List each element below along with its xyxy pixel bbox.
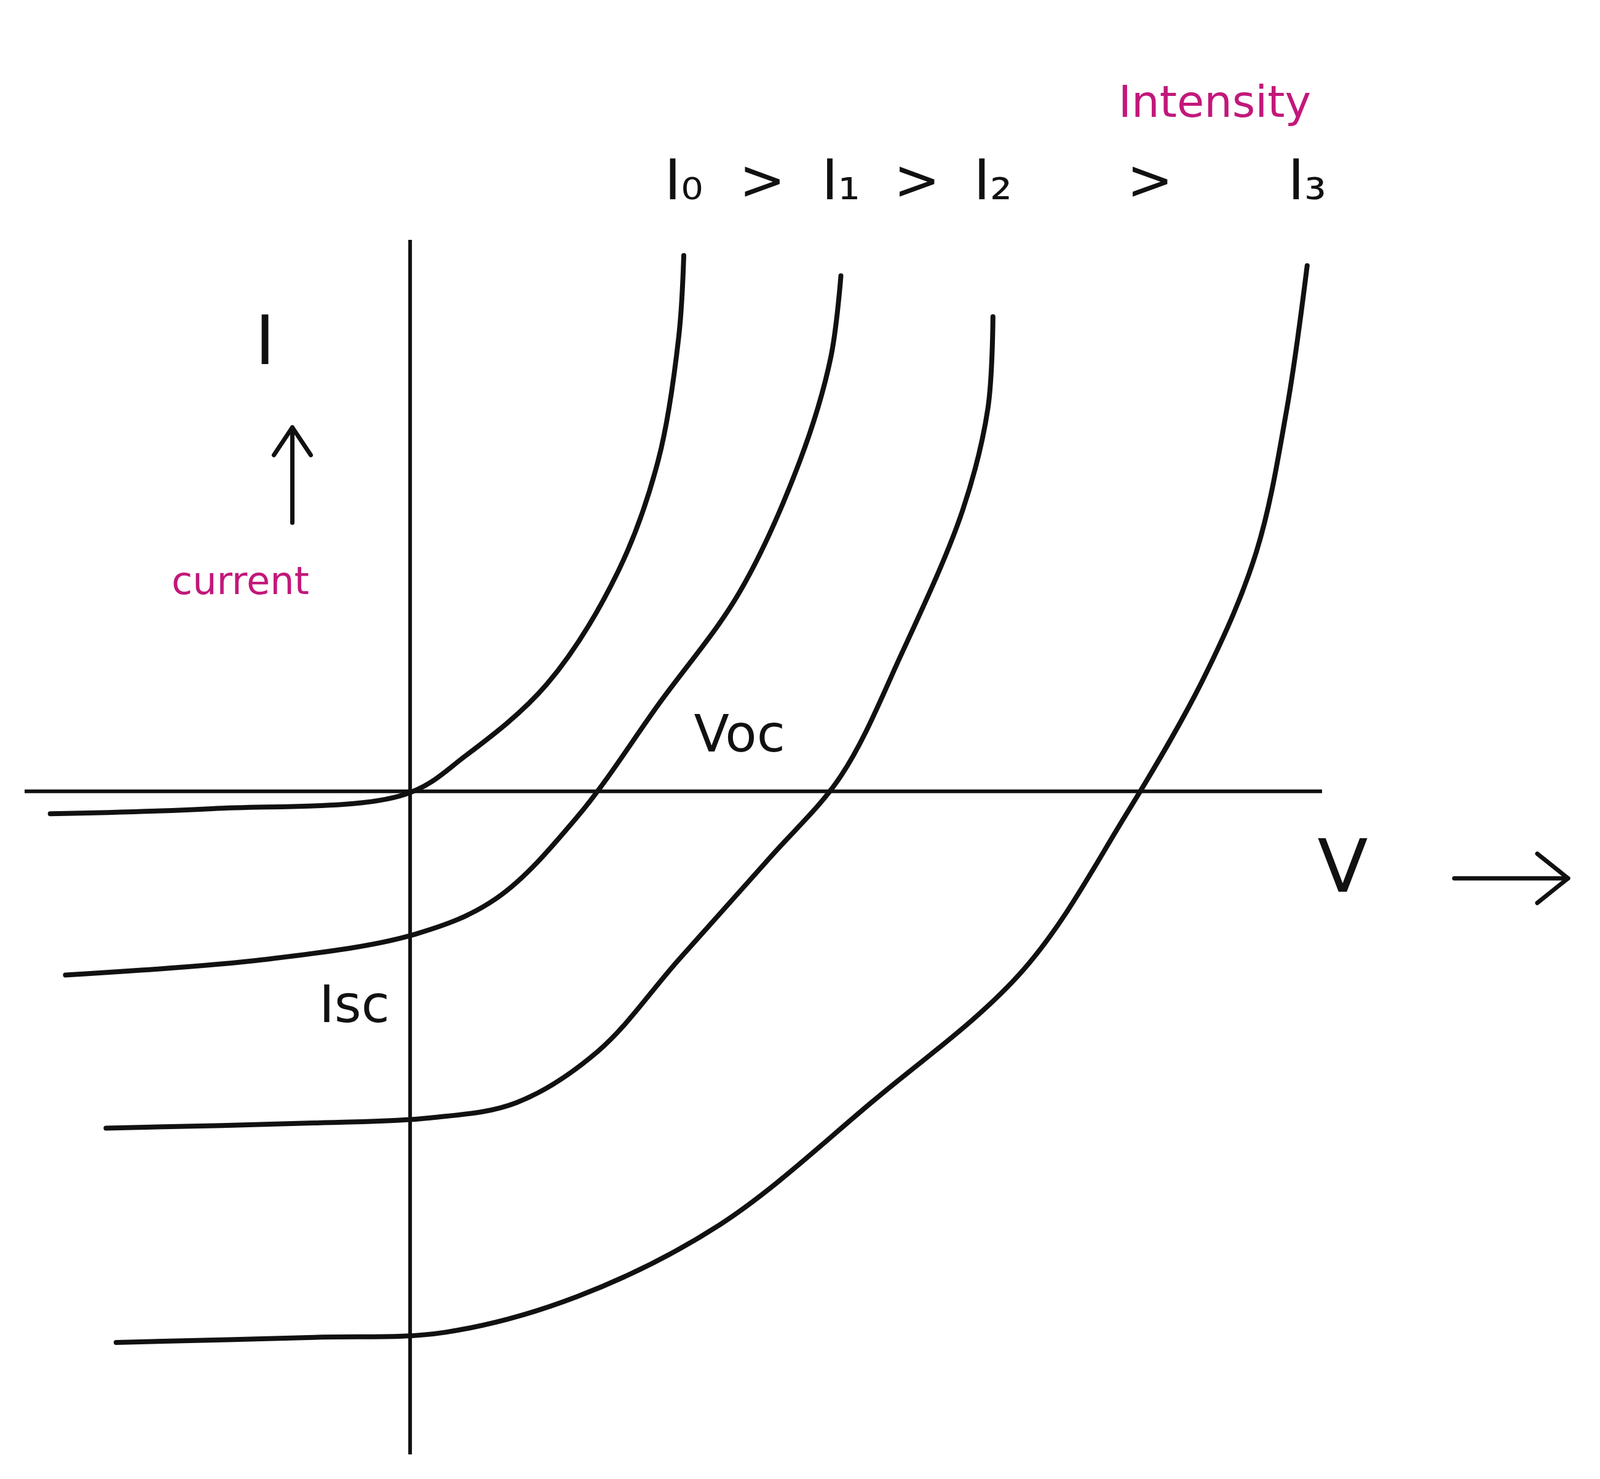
svg-text:V: V [1317,823,1368,909]
svg-text:I₀: I₀ [664,147,704,213]
svg-text:current: current [171,558,310,604]
svg-text:I₁: I₁ [821,147,861,213]
svg-text:Isc: Isc [319,974,390,1035]
svg-text:I₂: I₂ [973,147,1013,213]
svg-text:Intensity: Intensity [1118,75,1311,128]
svg-text:I₃: I₃ [1287,147,1327,213]
svg-text:>: > [893,147,940,213]
svg-text:Voc: Voc [693,703,786,764]
svg-text:>: > [739,147,786,213]
svg-text:I: I [255,301,275,381]
svg-text:>: > [1127,147,1174,213]
